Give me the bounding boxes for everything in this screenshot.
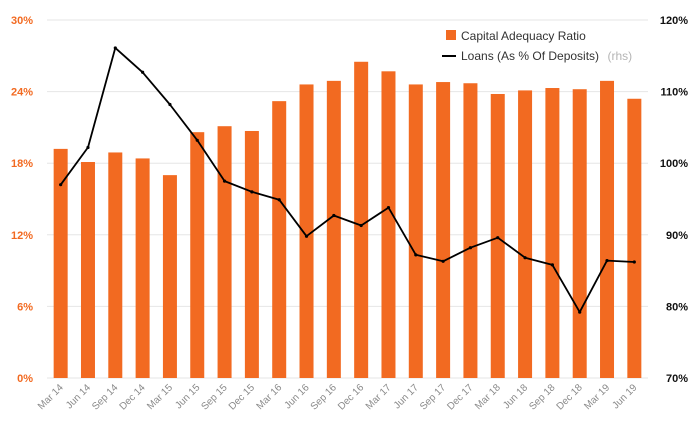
bar: [572, 89, 587, 379]
left-tick-label: 6%: [17, 301, 33, 313]
x-tick-label: Mar 15: [145, 382, 175, 412]
line-point: [304, 234, 309, 238]
x-tick-label: Mar 19: [582, 382, 612, 412]
line-point: [59, 183, 63, 187]
bar: [600, 80, 615, 379]
line-point: [632, 260, 636, 264]
line-point: [113, 46, 117, 50]
legend: Capital Adequacy Ratio Loans (As % Of De…: [442, 29, 632, 64]
legend-label-line-rhs: (rhs): [608, 49, 633, 63]
left-axis-ticks: 0% 6% 12% 18% 24% 30%: [11, 15, 33, 385]
x-tick-label: Mar 16: [255, 382, 285, 412]
bar: [135, 158, 150, 378]
legend-label-bar: Capital Adequacy Ratio: [461, 29, 586, 43]
line-point: [222, 179, 227, 183]
bar: [408, 84, 423, 378]
bar: [272, 101, 287, 378]
x-tick-label: Sep 14: [90, 382, 120, 412]
x-tick-label: Jun 19: [610, 382, 639, 411]
bar: [463, 83, 478, 378]
line-point: [523, 256, 527, 260]
bar: [162, 175, 177, 378]
line-point: [168, 102, 172, 107]
bar: [80, 162, 95, 378]
line-point: [578, 310, 582, 314]
line-series: [59, 46, 636, 314]
bar: [108, 152, 123, 378]
bar: [244, 130, 259, 378]
right-tick-label: 120%: [660, 15, 688, 27]
x-tick-label: Jun 15: [173, 382, 202, 411]
legend-label-line-name: Loans (As % Of Deposits): [461, 49, 599, 63]
line-point: [496, 236, 500, 240]
x-tick-label: Mar 18: [473, 382, 503, 412]
line-point: [414, 253, 418, 257]
right-tick-label: 90%: [666, 230, 688, 242]
line-point: [605, 258, 609, 263]
x-tick-label: Sep 15: [199, 382, 229, 412]
x-tick-label: Dec 15: [227, 382, 257, 412]
bar: [436, 82, 451, 378]
line-point: [277, 198, 281, 202]
left-tick-label: 30%: [11, 15, 33, 27]
x-tick-label: Jun 17: [392, 382, 421, 411]
bar: [381, 71, 396, 379]
line-point: [386, 205, 391, 210]
line-point: [359, 223, 363, 228]
line-point: [468, 246, 473, 250]
x-tick-label: Sep 17: [418, 382, 448, 412]
line-point: [86, 145, 90, 150]
left-tick-label: 12%: [11, 230, 33, 242]
bar: [518, 90, 533, 378]
x-tick-label: Dec 18: [555, 382, 585, 412]
bar: [490, 93, 505, 378]
line-point: [441, 259, 445, 263]
bar: [299, 84, 314, 378]
x-tick-label: Mar 17: [364, 382, 394, 412]
legend-swatch-bar: [446, 30, 456, 40]
line-point: [550, 263, 554, 267]
x-tick-label: Mar 14: [36, 382, 66, 412]
bar: [627, 98, 642, 378]
bar: [190, 132, 205, 378]
line-point: [141, 70, 145, 74]
bar: [545, 88, 560, 379]
x-tick-label: Sep 16: [309, 382, 339, 412]
right-tick-label: 70%: [666, 373, 688, 385]
x-tick-label: Jun 18: [501, 382, 530, 411]
legend-label-line: Loans (As % Of Deposits) (rhs): [461, 47, 632, 64]
x-tick-label: Dec 16: [336, 382, 366, 412]
x-tick-label: Jun 14: [64, 382, 93, 411]
right-tick-label: 80%: [666, 301, 688, 313]
bar: [217, 126, 232, 378]
left-tick-label: 0%: [17, 373, 33, 385]
line-point: [332, 213, 336, 218]
x-tick-label: Dec 17: [445, 382, 475, 412]
right-tick-label: 100%: [660, 158, 688, 170]
right-axis-ticks: 70% 80% 90% 100% 110% 120%: [660, 15, 688, 385]
x-tick-label: Jun 16: [283, 382, 312, 411]
right-tick-label: 110%: [660, 87, 688, 99]
bar: [354, 61, 369, 379]
bar: [53, 148, 68, 378]
x-tick-label: Sep 18: [527, 382, 557, 412]
line-path: [59, 47, 635, 313]
line-point: [250, 190, 254, 194]
left-tick-label: 18%: [11, 158, 33, 170]
left-tick-label: 24%: [11, 87, 33, 99]
bar: [326, 80, 341, 379]
x-tick-label: Dec 14: [118, 382, 148, 412]
line-point: [195, 138, 199, 142]
